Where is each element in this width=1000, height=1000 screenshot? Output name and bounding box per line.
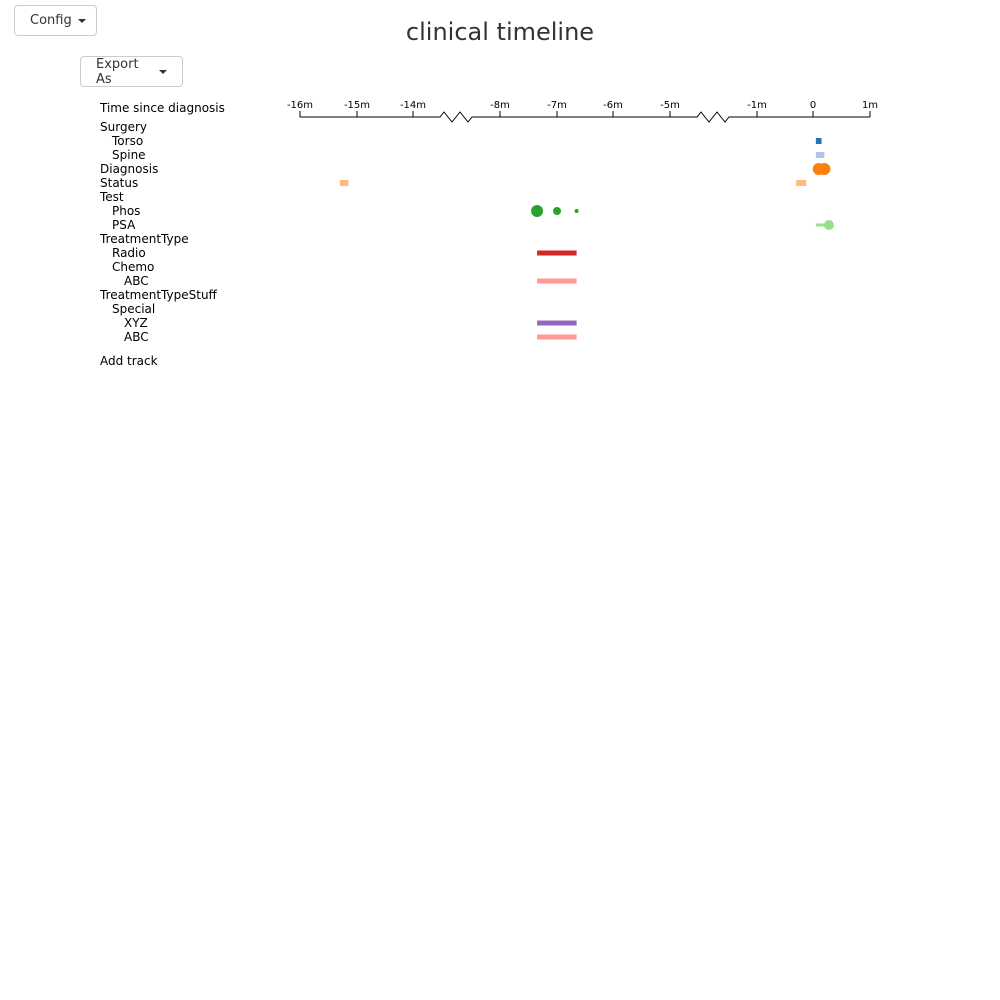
event-point (818, 163, 831, 175)
track-label[interactable]: XYZ (124, 316, 148, 330)
track-label[interactable]: TreatmentType (100, 232, 189, 246)
axis-tick-label: -6m (603, 100, 623, 111)
timeline-chart: -16m -15m -14m -8m -7m -6m -5m -1m 0 1m (287, 100, 878, 340)
event-point (553, 207, 561, 215)
axis-tick-label: -7m (547, 100, 567, 111)
track-label[interactable]: ABC (124, 330, 149, 344)
axis-tick-label: 0 (810, 100, 816, 111)
caret-down-icon (159, 69, 167, 74)
axis-tick-label: -8m (490, 100, 510, 111)
event-marker (339, 180, 349, 186)
track-label[interactable]: ABC (124, 274, 149, 288)
config-button-label: Config (30, 13, 72, 28)
track-label[interactable]: Test (100, 190, 124, 204)
track-label[interactable]: Chemo (112, 260, 155, 274)
axis-tick-label: -16m (287, 100, 313, 111)
export-as-dropdown-button[interactable]: Export As (80, 56, 183, 87)
track-label[interactable]: Surgery (100, 120, 147, 134)
track-label[interactable]: PSA (112, 218, 136, 232)
track-label[interactable]: Diagnosis (100, 162, 159, 176)
track-label[interactable]: TreatmentTypeStuff (100, 288, 217, 302)
add-track-link[interactable]: Add track (100, 354, 158, 368)
axis-tick-label: -1m (747, 100, 767, 111)
axis-line (300, 111, 870, 123)
event-marker (815, 152, 825, 158)
axis-label: Time since diagnosis (100, 101, 225, 115)
event-marker (815, 138, 822, 144)
track-label[interactable]: Spine (112, 148, 146, 162)
treatment-bar (537, 278, 577, 284)
event-point (823, 220, 834, 230)
axis-tick-label: -15m (344, 100, 370, 111)
axis-tick-label: -5m (660, 100, 680, 111)
caret-down-icon (77, 18, 86, 23)
track-label[interactable]: Special (112, 302, 156, 316)
track-label[interactable]: Radio (112, 246, 146, 260)
export-button-label: Export As (96, 56, 139, 87)
treatment-bar (537, 334, 577, 340)
track-label[interactable]: Torso (112, 134, 144, 148)
config-dropdown-button[interactable]: Config (14, 5, 97, 36)
event-point (574, 209, 579, 213)
event-marker (796, 180, 807, 186)
event-point (531, 205, 544, 217)
page-title: clinical timeline (405, 18, 595, 46)
treatment-bar (537, 250, 577, 256)
axis-tick-label: -14m (400, 100, 426, 111)
track-label[interactable]: Status (100, 176, 139, 190)
treatment-bar (537, 320, 577, 326)
track-label[interactable]: Phos (112, 204, 141, 218)
axis-tick-label: 1m (862, 100, 878, 111)
